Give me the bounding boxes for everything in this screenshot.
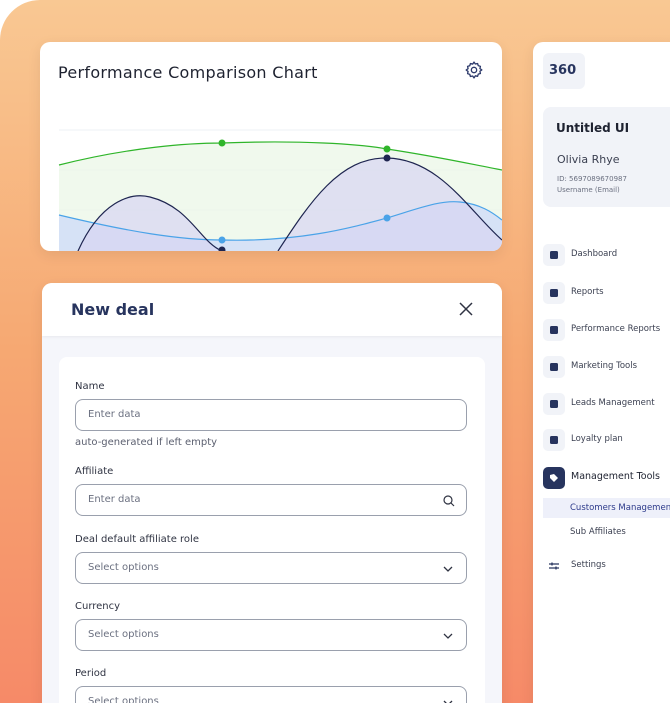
chart-title: Performance Comparison Chart bbox=[58, 63, 318, 82]
nav-item[interactable]: Management Tools bbox=[543, 467, 670, 489]
search-icon bbox=[443, 495, 455, 507]
icon bbox=[550, 400, 558, 408]
select-input[interactable]: Select options bbox=[75, 686, 467, 703]
icon bbox=[550, 289, 558, 297]
nav-label: Loyalty plan bbox=[571, 434, 623, 444]
field-label: Currency bbox=[75, 601, 121, 612]
subnav-item[interactable]: Sub Affiliates bbox=[543, 522, 670, 542]
nav-icon bbox=[543, 319, 565, 341]
placeholder: Select options bbox=[88, 562, 159, 573]
nav-icon bbox=[543, 282, 565, 304]
subnav-item[interactable]: Customers Management bbox=[543, 498, 670, 518]
icon bbox=[550, 363, 558, 371]
card-header bbox=[42, 283, 502, 336]
nav-label: Reports bbox=[571, 287, 604, 297]
profile-card bbox=[543, 107, 670, 207]
text-input[interactable]: Enter data bbox=[75, 484, 467, 516]
nav-icon bbox=[543, 244, 565, 266]
field-label: Deal default affiliate role bbox=[75, 534, 199, 545]
icon bbox=[550, 251, 558, 259]
chevron-icon bbox=[443, 633, 453, 639]
placeholder: Select options bbox=[88, 629, 159, 640]
icon bbox=[550, 436, 558, 444]
nav-label: Leads Management bbox=[571, 398, 655, 408]
profile-id: ID: 5697089670987 bbox=[557, 175, 627, 183]
logo-box bbox=[543, 53, 585, 89]
profile-name: Olivia Rhye bbox=[557, 153, 620, 166]
chart-plot bbox=[58, 129, 502, 251]
settings-icon bbox=[549, 562, 559, 570]
profile-org: Untitled UI bbox=[556, 121, 630, 135]
placeholder: Select options bbox=[88, 696, 159, 703]
nav-item[interactable]: Reports bbox=[543, 282, 670, 304]
nav-item[interactable]: Marketing Tools bbox=[543, 356, 670, 378]
close-button[interactable] bbox=[459, 302, 473, 316]
field-label: Period bbox=[75, 668, 107, 679]
profile-username: Username (Email) bbox=[557, 186, 620, 194]
subnav-label: Sub Affiliates bbox=[570, 527, 626, 537]
nav-icon bbox=[543, 467, 565, 489]
chevron-icon bbox=[443, 566, 453, 572]
nav-label: Management Tools bbox=[571, 471, 661, 482]
form-title: New deal bbox=[71, 300, 155, 319]
select-input[interactable]: Select options bbox=[75, 619, 467, 651]
settings-button[interactable] bbox=[464, 60, 484, 80]
icon bbox=[550, 326, 558, 334]
field-label: Name bbox=[75, 381, 105, 392]
placeholder: Enter data bbox=[88, 409, 141, 420]
field-hint: auto-generated if left empty bbox=[75, 437, 218, 448]
nav-label: Dashboard bbox=[571, 249, 618, 259]
nav-item[interactable]: Settings bbox=[543, 555, 670, 577]
icon bbox=[550, 474, 558, 482]
nav-label: Settings bbox=[571, 560, 606, 570]
nav-item[interactable]: Performance Reports bbox=[543, 319, 670, 341]
nav-item[interactable]: Loyalty plan bbox=[543, 429, 670, 451]
chevron-icon bbox=[443, 700, 453, 703]
nav-icon bbox=[543, 356, 565, 378]
placeholder: Enter data bbox=[88, 494, 141, 505]
text-input[interactable]: Enter data bbox=[75, 399, 467, 431]
nav-item[interactable]: Leads Management bbox=[543, 393, 670, 415]
field-label: Affiliate bbox=[75, 466, 114, 477]
nav-label: Performance Reports bbox=[571, 324, 661, 334]
nav-item[interactable]: Dashboard bbox=[543, 244, 670, 266]
nav-icon bbox=[543, 393, 565, 415]
select-input[interactable]: Select options bbox=[75, 552, 467, 584]
subnav-label: Customers Management bbox=[570, 503, 670, 513]
chart-card: Performance Comparison Chart bbox=[40, 42, 502, 251]
nav-label: Marketing Tools bbox=[571, 361, 638, 371]
nav-icon bbox=[543, 429, 565, 451]
logo: 360 bbox=[549, 63, 577, 78]
